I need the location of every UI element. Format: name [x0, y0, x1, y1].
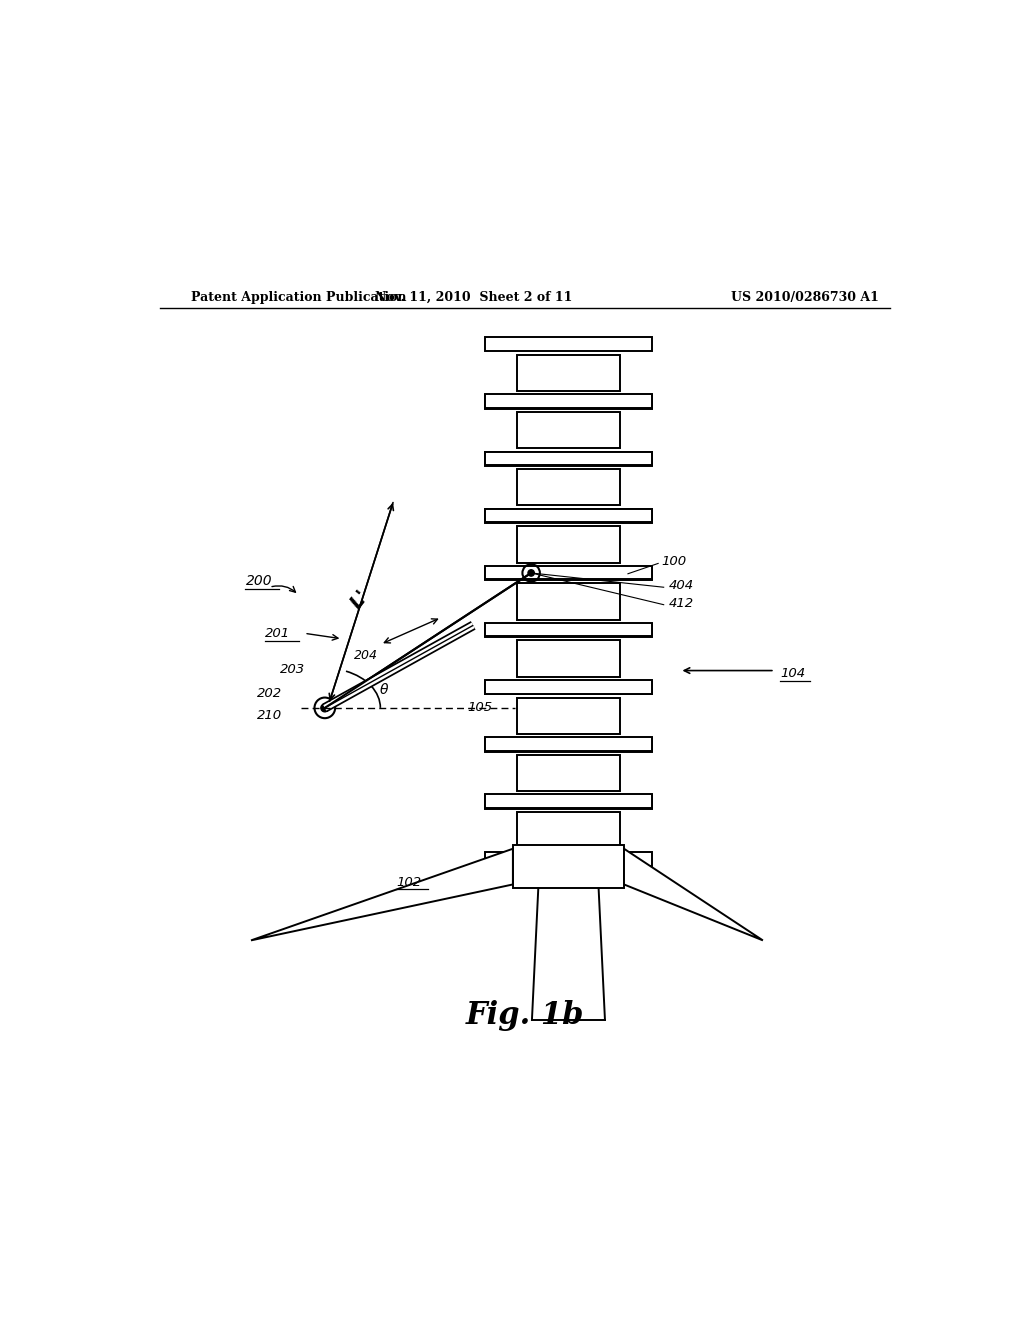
Bar — [517, 469, 621, 506]
Text: Patent Application Publication: Patent Application Publication — [191, 292, 407, 304]
Text: 201: 201 — [265, 627, 291, 640]
Text: 102: 102 — [396, 876, 421, 888]
Text: θ: θ — [380, 682, 388, 697]
Bar — [485, 337, 652, 351]
Polygon shape — [251, 849, 513, 940]
Text: 105: 105 — [468, 701, 493, 714]
Text: 104: 104 — [780, 667, 806, 680]
Text: Nov. 11, 2010  Sheet 2 of 11: Nov. 11, 2010 Sheet 2 of 11 — [375, 292, 571, 304]
Circle shape — [321, 704, 329, 711]
Bar — [485, 623, 652, 636]
Text: 204: 204 — [354, 649, 378, 663]
Bar — [517, 812, 621, 849]
Bar — [517, 527, 621, 562]
Text: 200: 200 — [246, 574, 272, 587]
Bar — [485, 508, 652, 523]
Bar — [485, 566, 652, 579]
Text: 404: 404 — [670, 579, 694, 593]
Polygon shape — [624, 849, 763, 940]
Circle shape — [528, 570, 535, 576]
Bar — [485, 680, 652, 693]
Bar — [485, 453, 652, 466]
Text: 100: 100 — [662, 556, 686, 569]
Text: L': L' — [346, 586, 373, 612]
Bar — [485, 624, 652, 638]
Bar — [485, 395, 652, 409]
Bar — [485, 738, 652, 751]
Bar — [517, 697, 621, 734]
Bar — [485, 451, 652, 465]
Bar — [485, 853, 652, 866]
Bar — [485, 510, 652, 523]
Bar — [517, 583, 621, 620]
Bar — [485, 395, 652, 408]
Bar — [485, 681, 652, 694]
Text: 210: 210 — [257, 709, 282, 722]
Bar — [517, 640, 621, 677]
Bar — [485, 566, 652, 579]
Bar — [485, 738, 652, 751]
Bar — [517, 412, 621, 449]
Bar — [513, 845, 624, 888]
Bar — [517, 355, 621, 391]
Bar — [517, 755, 621, 791]
Bar — [485, 795, 652, 808]
Text: US 2010/0286730 A1: US 2010/0286730 A1 — [731, 292, 879, 304]
Text: 412: 412 — [670, 598, 694, 610]
Text: 203: 203 — [281, 663, 305, 676]
Bar — [485, 795, 652, 809]
Text: 202: 202 — [257, 688, 282, 700]
Text: Fig. 1b: Fig. 1b — [466, 1001, 584, 1031]
